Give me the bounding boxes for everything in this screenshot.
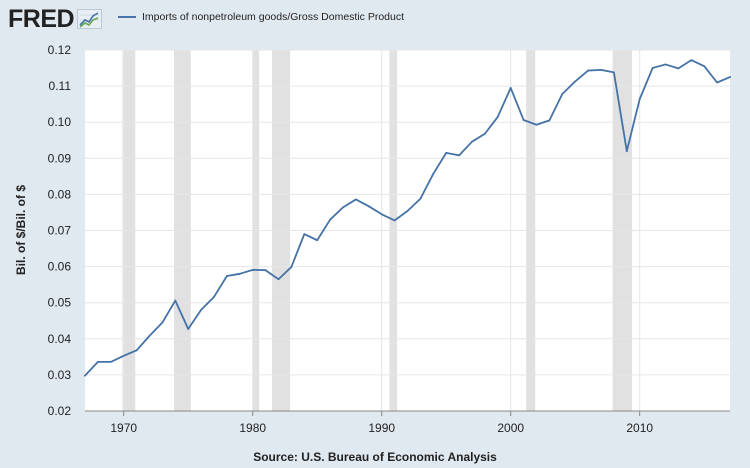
fred-logo[interactable]: FRED bbox=[8, 5, 103, 33]
data-point[interactable] bbox=[109, 361, 112, 363]
y-tick-label: 0.10 bbox=[48, 115, 72, 129]
data-point[interactable] bbox=[690, 59, 693, 62]
data-point[interactable] bbox=[122, 354, 125, 357]
line-chart-icon bbox=[77, 9, 103, 29]
data-point[interactable] bbox=[458, 154, 460, 157]
data-point[interactable] bbox=[174, 299, 177, 302]
data-point[interactable] bbox=[342, 206, 344, 209]
y-tick-label: 0.02 bbox=[48, 404, 72, 418]
data-point[interactable] bbox=[200, 309, 203, 311]
data-point[interactable] bbox=[97, 361, 99, 363]
data-point[interactable] bbox=[445, 151, 448, 154]
y-tick-label: 0.09 bbox=[48, 151, 72, 165]
data-point[interactable] bbox=[419, 197, 422, 200]
chart-legend[interactable]: Imports of nonpetroleum goods/Gross Dome… bbox=[118, 11, 404, 23]
data-point[interactable] bbox=[84, 374, 86, 377]
data-point[interactable] bbox=[393, 219, 396, 222]
data-point[interactable] bbox=[161, 321, 164, 324]
data-point[interactable] bbox=[613, 71, 615, 74]
data-point[interactable] bbox=[509, 87, 512, 89]
data-point[interactable] bbox=[471, 140, 473, 143]
y-tick-label: 0.11 bbox=[49, 79, 72, 93]
data-point[interactable] bbox=[651, 67, 654, 69]
data-point[interactable] bbox=[522, 119, 525, 121]
x-tick-label: 1980 bbox=[239, 421, 266, 435]
data-point[interactable] bbox=[587, 69, 589, 72]
data-point[interactable] bbox=[290, 266, 293, 268]
data-point[interactable] bbox=[664, 63, 667, 66]
data-point[interactable] bbox=[496, 115, 499, 118]
data-point[interactable] bbox=[264, 269, 267, 272]
y-tick-label: 0.08 bbox=[48, 187, 72, 201]
data-point[interactable] bbox=[380, 213, 383, 216]
data-point[interactable] bbox=[548, 119, 551, 122]
data-point[interactable] bbox=[251, 268, 254, 271]
y-tick-label: 0.07 bbox=[48, 224, 72, 238]
data-point[interactable] bbox=[303, 233, 306, 236]
source-note: Source: U.S. Bureau of Economic Analysis bbox=[253, 450, 497, 464]
legend-swatch-series bbox=[118, 16, 136, 18]
y-tick-label: 0.04 bbox=[48, 332, 72, 346]
legend-label-series: Imports of nonpetroleum goods/Gross Dome… bbox=[142, 11, 405, 23]
data-point[interactable] bbox=[561, 93, 564, 95]
y-tick-label: 0.05 bbox=[48, 296, 72, 310]
y-tick-label: 0.06 bbox=[48, 260, 72, 274]
data-point[interactable] bbox=[638, 98, 641, 100]
data-point[interactable] bbox=[600, 68, 602, 71]
data-point[interactable] bbox=[716, 81, 718, 84]
data-point[interactable] bbox=[432, 172, 435, 175]
data-point[interactable] bbox=[213, 296, 215, 298]
data-point[interactable] bbox=[729, 76, 731, 78]
data-point[interactable] bbox=[677, 67, 680, 70]
data-point[interactable] bbox=[484, 132, 486, 135]
data-point[interactable] bbox=[625, 150, 628, 152]
series-layer bbox=[84, 59, 731, 377]
data-point[interactable] bbox=[135, 349, 138, 352]
data-point[interactable] bbox=[148, 335, 151, 337]
data-point[interactable] bbox=[316, 239, 319, 242]
x-tick-label: 2010 bbox=[626, 421, 653, 435]
data-point[interactable] bbox=[574, 80, 577, 83]
y-axis-label: Bil. of $/Bil. of $ bbox=[14, 185, 28, 275]
data-point[interactable] bbox=[277, 278, 280, 281]
y-tick-label: 0.12 bbox=[48, 43, 72, 57]
data-point[interactable] bbox=[238, 272, 241, 275]
x-tick-label: 1970 bbox=[110, 421, 137, 435]
data-point[interactable] bbox=[535, 123, 538, 126]
x-tick-label: 1990 bbox=[368, 421, 395, 435]
data-point[interactable] bbox=[367, 205, 370, 208]
x-tick-label: 2000 bbox=[497, 421, 524, 435]
data-point[interactable] bbox=[329, 218, 331, 221]
data-point[interactable] bbox=[703, 65, 706, 68]
data-point[interactable] bbox=[226, 275, 228, 277]
axes: 0.02 0.03 0.04 0.05 0.06 0.07 0.08 0.09 0.10 0.11… bbox=[48, 43, 730, 435]
y-tick-label: 0.03 bbox=[48, 368, 72, 382]
data-point[interactable] bbox=[355, 198, 357, 201]
fred-logo-text: FRED bbox=[8, 5, 75, 33]
data-point[interactable] bbox=[406, 210, 409, 212]
data-point[interactable] bbox=[187, 328, 190, 330]
